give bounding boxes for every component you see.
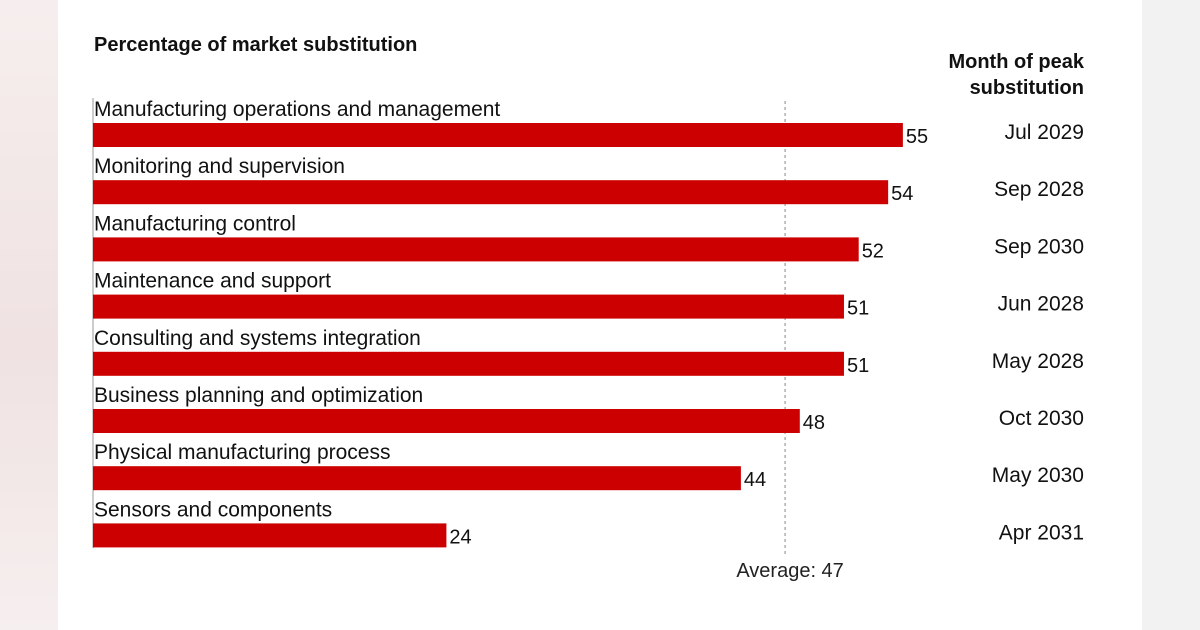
value-label: 51	[847, 298, 869, 320]
average-label: Average: 47	[736, 560, 844, 582]
value-label: 44	[744, 469, 766, 491]
chart-title: Percentage of market substitution	[94, 34, 417, 56]
bar	[93, 294, 844, 319]
category-label: Manufacturing control	[94, 212, 296, 235]
left-margin-panel	[0, 0, 58, 630]
bar	[93, 523, 447, 548]
bar	[93, 237, 859, 262]
chart-card: Percentage of market substitution Month …	[58, 0, 1142, 630]
category-label: Consulting and systems integration	[94, 327, 421, 350]
peak-month-label: Sep 2030	[994, 235, 1084, 258]
bar	[93, 409, 800, 433]
category-label: Monitoring and supervision	[94, 155, 345, 178]
peak-month-label: Sep 2028	[994, 178, 1084, 201]
value-label: 54	[891, 183, 913, 205]
category-label: Physical manufacturing process	[94, 441, 390, 464]
peak-month-label: Jul 2029	[1005, 121, 1084, 144]
category-label: Maintenance and support	[94, 270, 331, 293]
category-label: Manufacturing operations and management	[94, 98, 500, 121]
bar	[93, 123, 903, 147]
category-label: Business planning and optimization	[94, 384, 423, 407]
bar	[93, 466, 741, 491]
bars-layer: Manufacturing operations and management 5…	[93, 98, 1084, 582]
value-label: 51	[847, 355, 869, 377]
right-margin-panel	[1142, 0, 1200, 630]
peak-month-label: Oct 2030	[999, 407, 1084, 430]
peak-month-header-line-2: substitution	[970, 77, 1084, 99]
peak-month-header-line-1: Month of peak	[948, 51, 1084, 73]
value-label: 24	[449, 526, 471, 548]
peak-month-label: May 2030	[992, 464, 1084, 487]
category-label: Sensors and components	[94, 498, 332, 521]
peak-month-label: Apr 2031	[999, 521, 1084, 544]
peak-month-label: Jun 2028	[998, 293, 1084, 316]
value-label: 48	[803, 412, 825, 434]
bar-chart: Percentage of market substitution Month …	[92, 34, 1085, 582]
bar	[93, 351, 844, 376]
value-label: 55	[906, 126, 928, 148]
peak-month-label: May 2028	[992, 350, 1084, 373]
bar	[93, 180, 889, 205]
value-label: 52	[862, 240, 884, 262]
